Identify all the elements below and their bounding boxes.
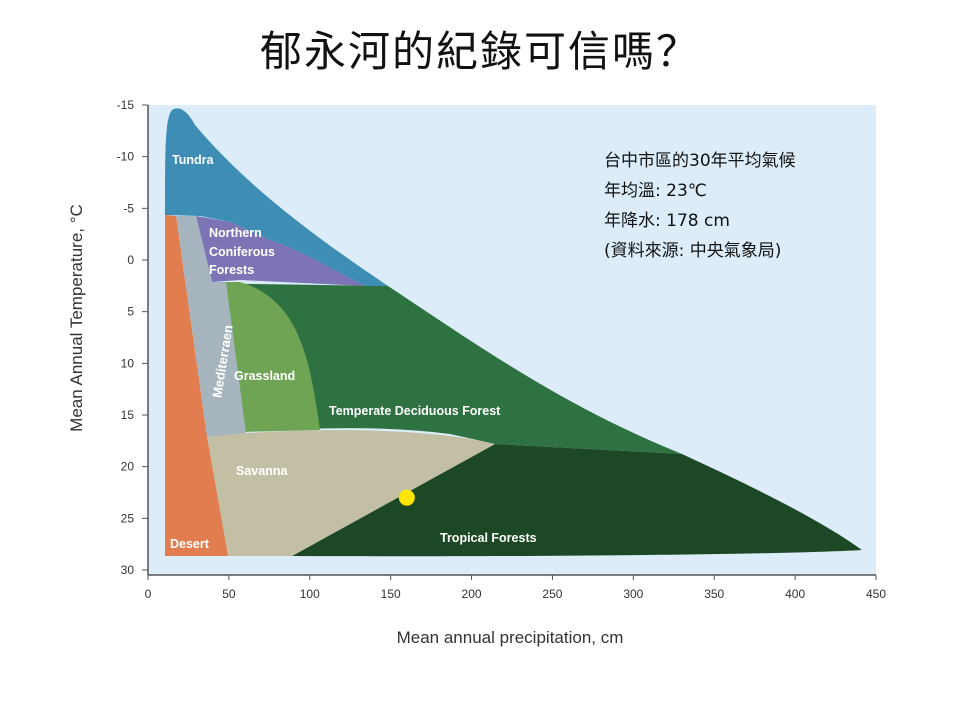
y-tick-label: -5 [123, 201, 134, 215]
biome-label-grassland: Grassland [234, 369, 295, 383]
x-axis-title: Mean annual precipitation, cm [397, 628, 624, 647]
x-tick-label: 300 [623, 587, 643, 601]
biome-label-savanna: Savanna [236, 464, 288, 478]
x-tick-label: 100 [300, 587, 320, 601]
biome-label-northern-3: Forests [209, 263, 254, 277]
x-tick-label: 250 [542, 587, 562, 601]
biome-region-savanna [205, 430, 495, 556]
biome-regions [165, 108, 862, 557]
biome-label-tropical: Tropical Forests [440, 531, 537, 545]
x-tick-label: 450 [866, 587, 886, 601]
x-tick-label: 0 [145, 587, 152, 601]
x-axis-ticks: 0 50 100 150 200 250 300 350 400 450 [145, 575, 886, 601]
annotation-line-2: 年均溫: 23℃ [604, 181, 707, 201]
biome-label-northern-1: Northern [209, 226, 262, 240]
biome-region-tropical-forests [292, 444, 862, 557]
slide-title: 郁永河的紀錄可信嗎？ [259, 27, 700, 76]
biome-region-mediterraen [176, 216, 246, 437]
y-tick-label: 0 [127, 253, 134, 267]
annotation-line-1: 台中市區的30年平均氣候 [604, 151, 796, 171]
biome-label-tundra: Tundra [172, 153, 214, 167]
biome-region-northern-coniferous [196, 216, 365, 286]
biome-region-tundra [165, 108, 388, 286]
biome-region-desert [165, 215, 228, 556]
x-tick-label: 350 [704, 587, 724, 601]
x-tick-label: 50 [222, 587, 236, 601]
y-tick-label: 25 [121, 511, 135, 525]
annotation-line-3: 年降水: 178 cm [604, 211, 730, 231]
biome-label-desert: Desert [170, 537, 210, 551]
y-tick-label: 30 [121, 563, 135, 577]
biome-region-grassland [225, 282, 320, 433]
y-axis-ticks: -15 -10 -5 0 5 10 15 20 25 30 [117, 98, 148, 577]
y-tick-label: -15 [117, 98, 135, 112]
climate-annotation: 台中市區的30年平均氣候 年均溫: 23℃ 年降水: 178 cm (資料來源:… [604, 151, 796, 261]
y-tick-label: 20 [121, 460, 135, 474]
biome-label-temperate: Temperate Deciduous Forest [329, 404, 501, 418]
y-tick-label: 10 [121, 356, 135, 370]
biome-label-northern-2: Coniferous [209, 245, 275, 259]
y-axis-title: Mean Annual Temperature, °C [67, 204, 86, 432]
annotation-line-4: (資料來源: 中央氣象局) [604, 241, 781, 261]
x-tick-label: 400 [785, 587, 805, 601]
y-tick-label: -10 [117, 150, 135, 164]
x-tick-label: 200 [462, 587, 482, 601]
taichung-climate-point [398, 489, 415, 506]
y-tick-label: 5 [127, 305, 134, 319]
x-tick-label: 150 [381, 587, 401, 601]
y-tick-label: 15 [121, 408, 135, 422]
